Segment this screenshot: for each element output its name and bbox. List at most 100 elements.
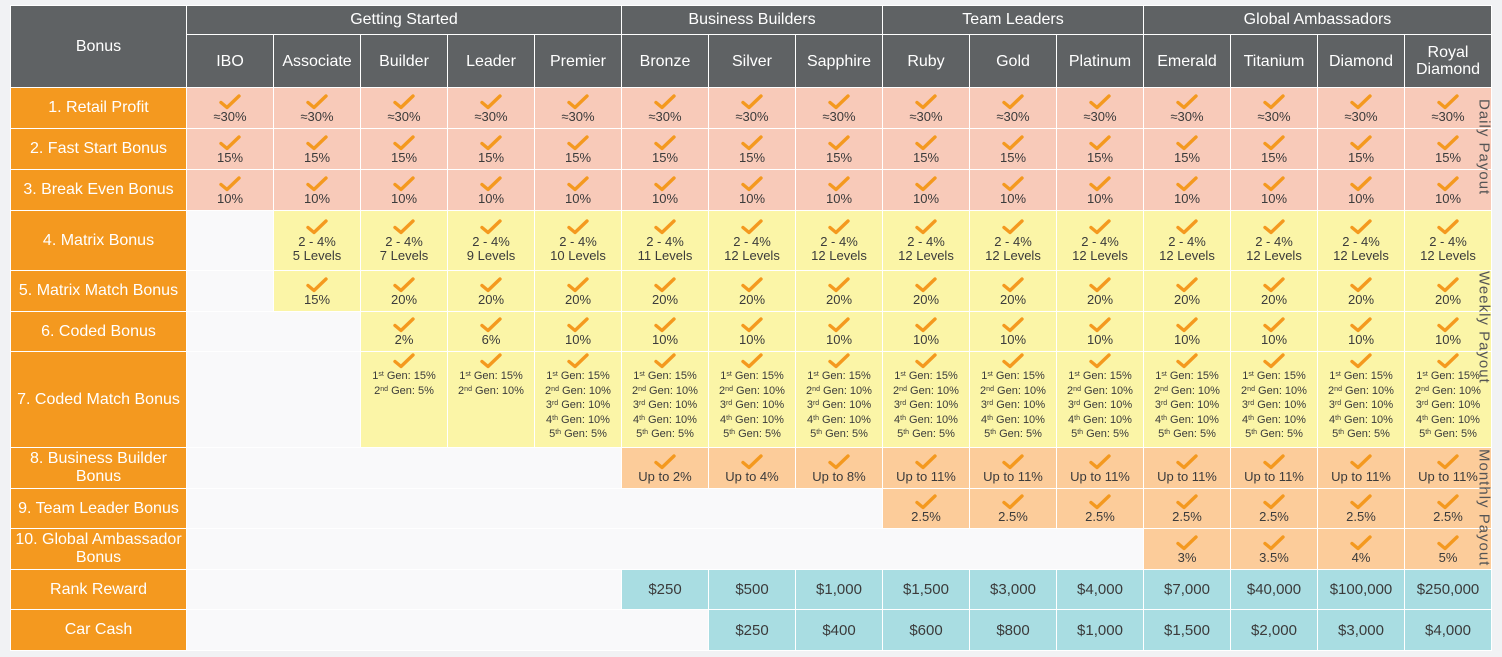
checkmark-icon [1263, 494, 1285, 510]
generation-value: 2nd Gen: 10% [806, 384, 872, 397]
checkmark-icon [1350, 353, 1372, 369]
checkmark-icon [741, 453, 763, 469]
checkmark-icon [1263, 317, 1285, 333]
bonus-label: Rank Reward [10, 569, 187, 610]
reward-amount: $40,000 [1230, 569, 1318, 610]
bonus-cell: 15% [795, 128, 883, 170]
generation-value: 1st Gen: 15% [894, 370, 958, 382]
bonus-cell: 2 - 4% 12 Levels [1143, 210, 1231, 271]
checkmark-icon [306, 134, 328, 150]
not-eligible-cell [186, 609, 709, 651]
bonus-value: 2.5% [998, 509, 1028, 524]
checkmark-icon [1089, 453, 1111, 469]
bonus-value: ≈30% [648, 108, 682, 124]
bonus-cell: ≈30% [882, 87, 970, 129]
bonus-cell: ≈30% [621, 87, 709, 129]
monthly-payout-label: Monthly Payout [1475, 449, 1493, 567]
checkmark-icon [915, 317, 937, 333]
bonus-value: 2.5% [1085, 509, 1115, 524]
checkmark-icon [1350, 134, 1372, 150]
rank-header-ibo: IBO [186, 34, 274, 88]
bonus-value: 12 Levels [1072, 248, 1128, 263]
checkmark-icon [741, 353, 763, 369]
bonus-cell: 15% [360, 128, 448, 170]
not-eligible-cell [186, 528, 1144, 570]
generation-value: 3rd Gen: 10% [719, 399, 785, 411]
checkmark-icon [480, 93, 502, 109]
generation-value: 1st Gen: 15% [1068, 370, 1132, 382]
checkmark-icon [1437, 276, 1459, 292]
bonus-cell: 2.5% [1317, 488, 1405, 529]
bonus-value: 7 Levels [379, 248, 429, 263]
bonus-value: 15% [477, 149, 505, 165]
bonus-cell: Up to 2% [621, 447, 709, 489]
rank-header-silver: Silver [708, 34, 796, 88]
checkmark-icon [393, 93, 415, 109]
generation-value: 3rd Gen: 10% [1241, 399, 1307, 411]
checkmark-icon [1263, 276, 1285, 292]
bonus-value: 15% [738, 149, 766, 165]
checkmark-icon [306, 175, 328, 191]
bonus-row-10-global-ambassador-bonus: 10. Global Ambassador Bonus 3% 3.5% 4% 5% [10, 528, 1492, 570]
checkmark-icon [1176, 276, 1198, 292]
bonus-value: 20% [825, 291, 853, 307]
bonus-value: ≈30% [387, 108, 421, 124]
checkmark-icon [1263, 453, 1285, 469]
bonus-value: Up to 11% [1418, 468, 1478, 484]
checkmark-icon [1089, 353, 1111, 369]
bonus-cell: 2 - 4% 12 Levels [969, 210, 1057, 271]
checkmark-icon [1002, 93, 1024, 109]
bonus-value: ≈30% [561, 108, 595, 124]
not-eligible-cell [186, 569, 622, 610]
bonus-row-1-retail-profit: 1. Retail Profit ≈30% ≈30% ≈30% ≈30% ≈30% ≈30%… [10, 87, 1492, 129]
bonus-cell: 15% [273, 270, 361, 312]
rank-group-header-row: Bonus Getting Started Business Builders Te… [10, 5, 1492, 88]
checkmark-icon [480, 175, 502, 191]
bonus-cell: 20% [534, 270, 622, 312]
checkmark-icon [1002, 219, 1024, 235]
checkmark-icon [915, 219, 937, 235]
bonus-value: 15% [303, 291, 331, 307]
checkmark-icon [1350, 317, 1372, 333]
bonus-cell: 2 - 4% 7 Levels [360, 210, 448, 271]
checkmark-icon [1089, 134, 1111, 150]
generation-value: 4th Gen: 10% [1329, 413, 1393, 426]
bonus-value: 12 Levels [811, 248, 867, 263]
generation-value: 4th Gen: 10% [1155, 413, 1219, 426]
bonus-label: 7. Coded Match Bonus [10, 351, 187, 448]
generation-value: 2nd Gen: 10% [632, 384, 698, 397]
bonus-cell: 10% [882, 311, 970, 352]
bonus-cell: 10% [360, 169, 448, 211]
bonus-value: ≈30% [1170, 108, 1204, 124]
generation-value: 5th Gen: 5% [1071, 428, 1129, 440]
checkmark-icon [1437, 93, 1459, 109]
checkmark-icon [393, 219, 415, 235]
checkmark-icon [1350, 453, 1372, 469]
bonus-value: 2 - 4% [646, 234, 684, 249]
bonus-cell: 15% [708, 128, 796, 170]
bonus-column-header: Bonus [10, 5, 187, 88]
generation-value: 4th Gen: 10% [633, 413, 697, 426]
generation-value: 2nd Gen: 10% [1241, 384, 1307, 397]
bonus-row-7-coded-match-bonus: 7. Coded Match Bonus 1st Gen: 15% 2nd Gen:… [10, 351, 1492, 448]
bonus-value: 15% [825, 149, 853, 165]
reward-amount: $1,500 [1143, 609, 1231, 651]
bonus-cell: 2 - 4% 5 Levels [273, 210, 361, 271]
bonus-value: 12 Levels [1246, 248, 1302, 263]
bonus-value: 2 - 4% [1255, 234, 1293, 249]
bonus-cell: 15% [969, 128, 1057, 170]
bonus-cell: 10% [273, 169, 361, 211]
bonus-label: 1. Retail Profit [10, 87, 187, 129]
checkmark-icon [393, 276, 415, 292]
bonus-cell: 10% [1143, 169, 1231, 211]
checkmark-icon [1002, 494, 1024, 510]
bonus-cell: 10% [969, 311, 1057, 352]
group-header-getting-started: Getting Started [186, 5, 622, 35]
bonus-value: 10% [1434, 190, 1462, 206]
checkmark-icon [1176, 353, 1198, 369]
bonus-cell: Up to 11% [1230, 447, 1318, 489]
checkmark-icon [1437, 134, 1459, 150]
bonus-value: 2 - 4% [472, 234, 510, 249]
checkmark-icon [1176, 317, 1198, 333]
checkmark-icon [741, 134, 763, 150]
